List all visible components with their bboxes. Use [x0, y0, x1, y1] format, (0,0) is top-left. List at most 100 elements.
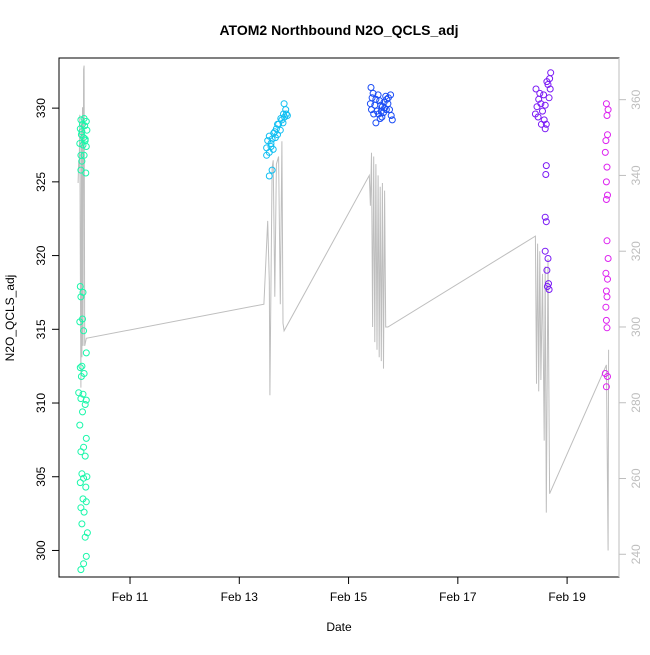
- data-point-flight1: [76, 364, 84, 372]
- data-point-flight3: [368, 94, 376, 102]
- data-point-flight1: [79, 315, 86, 323]
- data-point-flight4: [534, 113, 542, 121]
- y-tick-label: 305: [34, 466, 48, 486]
- data-point-flight5: [604, 275, 611, 283]
- secondary-series-layer: [77, 65, 610, 551]
- data-point-flight1: [78, 362, 86, 370]
- data-point-flight1: [76, 140, 84, 147]
- data-point-flight4: [539, 107, 546, 115]
- data-point-flight1: [82, 434, 90, 442]
- data-point-flight3: [372, 119, 380, 127]
- data-point-flight5: [603, 324, 611, 332]
- data-point-flight5: [602, 303, 610, 311]
- data-point-flight4: [543, 78, 551, 86]
- data-point-flight2: [277, 115, 285, 122]
- axes-layer: Feb 11 Feb 13 Feb 15 Feb 17 Feb 19 300 305 310 3…: [34, 57, 643, 604]
- x-tick-label: Feb 11: [112, 590, 149, 604]
- data-point-flight1: [76, 421, 84, 429]
- data-point-flight5: [602, 196, 610, 203]
- data-point-flight1: [80, 560, 88, 568]
- data-point-flight1: [78, 470, 86, 478]
- y2-tick-label: 300: [629, 317, 643, 337]
- data-point-flight2: [264, 137, 272, 145]
- data-point-flight3: [368, 106, 375, 114]
- y2-tick-label: 360: [629, 89, 643, 109]
- data-point-flight5: [603, 112, 611, 119]
- data-point-flight4: [532, 85, 540, 93]
- data-point-flight1: [76, 283, 84, 290]
- data-point-flight1: [83, 126, 91, 134]
- data-point-flight3: [367, 84, 375, 91]
- data-point-flight1: [80, 443, 88, 451]
- data-point-flight4: [542, 120, 550, 128]
- data-point-flight1: [80, 327, 88, 335]
- x-tick-label: Feb 13: [221, 590, 259, 604]
- data-point-flight3: [369, 89, 377, 97]
- data-point-flight4: [542, 162, 550, 170]
- data-point-flight2: [268, 166, 276, 174]
- data-point-flight4: [544, 255, 552, 262]
- data-point-flight3: [388, 116, 396, 124]
- data-point-flight4: [545, 94, 553, 102]
- data-point-flight1: [79, 141, 87, 149]
- data-point-flight4: [546, 85, 554, 93]
- data-point-flight2: [267, 143, 275, 150]
- y2-tick-label: 260: [629, 468, 643, 488]
- x-tick-label: Feb 15: [330, 590, 368, 604]
- data-point-flight1: [82, 483, 90, 491]
- data-point-flight5: [603, 293, 611, 301]
- data-point-flight5: [601, 370, 609, 377]
- data-point-flight4: [543, 266, 551, 274]
- data-point-flight1: [80, 474, 88, 482]
- data-point-flight3: [380, 109, 387, 117]
- data-point-flight1: [79, 390, 87, 398]
- data-point-flight5: [601, 148, 609, 156]
- data-point-flight1: [80, 370, 88, 377]
- data-point-flight4: [541, 125, 549, 133]
- data-point-flight3: [377, 101, 385, 109]
- data-point-flight1: [81, 137, 89, 145]
- data-point-flight4: [542, 218, 550, 226]
- data-point-flight4: [542, 171, 550, 178]
- y-tick-label: 325: [34, 172, 48, 192]
- data-point-flight5: [602, 178, 610, 186]
- data-point-flight1: [82, 169, 90, 177]
- data-point-flight1: [82, 552, 90, 560]
- y2-tick-label: 280: [629, 392, 643, 412]
- data-point-flight4: [541, 213, 549, 221]
- y2-tick-label: 240: [629, 544, 643, 564]
- data-point-flight4: [540, 91, 548, 99]
- x-axis-label: Date: [326, 620, 352, 634]
- data-point-flight5: [603, 163, 611, 171]
- x-tick-label: Feb 19: [548, 590, 586, 604]
- data-point-flight1: [76, 479, 84, 487]
- data-point-flight2: [263, 144, 271, 152]
- data-point-flight1: [83, 529, 91, 537]
- data-point-flight1: [81, 533, 89, 541]
- data-point-flight4: [536, 89, 544, 97]
- data-point-flight1: [80, 115, 88, 122]
- data-point-flight1: [79, 408, 86, 416]
- data-point-flight5: [602, 383, 610, 391]
- y2-tick-label: 340: [629, 165, 643, 185]
- data-point-flight3: [370, 110, 378, 118]
- data-point-flight3: [378, 113, 386, 121]
- data-point-flight5: [602, 316, 610, 324]
- data-point-flight3: [383, 95, 391, 103]
- y-tick-label: 315: [34, 319, 48, 339]
- data-point-flight1: [83, 473, 91, 481]
- data-point-flight5: [604, 255, 612, 262]
- data-point-flight1: [75, 389, 83, 397]
- data-points-layer: [75, 69, 612, 574]
- data-point-flight5: [603, 237, 611, 245]
- y2-tick-label: 320: [629, 241, 643, 261]
- data-point-flight1: [77, 293, 85, 301]
- y-tick-label: 330: [34, 98, 48, 118]
- y-tick-label: 300: [34, 540, 48, 560]
- data-point-flight1: [77, 116, 85, 124]
- data-point-flight4: [537, 100, 545, 108]
- data-point-flight1: [78, 128, 86, 136]
- data-point-flight1: [79, 288, 87, 296]
